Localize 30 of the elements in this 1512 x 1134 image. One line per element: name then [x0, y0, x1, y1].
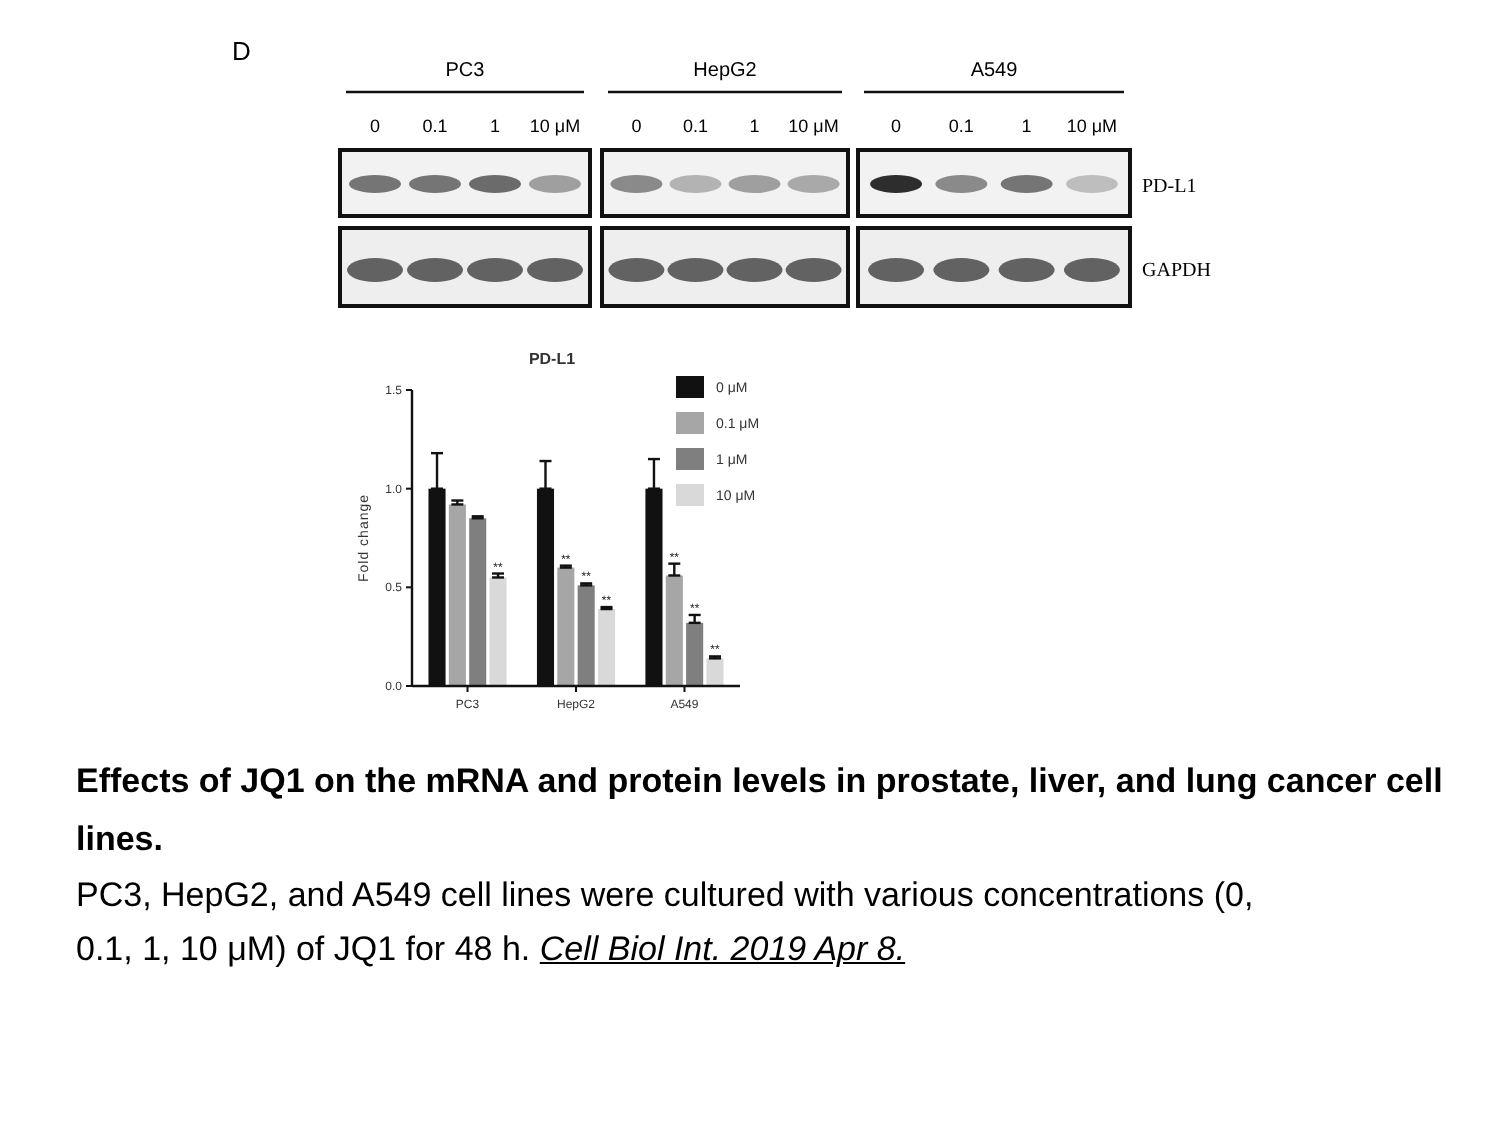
text: 10 μM — [529, 116, 581, 136]
bar — [448, 504, 466, 686]
text: 10 μM — [1066, 116, 1118, 136]
text: 1 — [1021, 116, 1032, 136]
bar — [597, 609, 616, 686]
text: 0.1 — [948, 116, 974, 136]
text: 0.1 — [682, 116, 708, 136]
bar — [469, 518, 487, 686]
bar — [706, 658, 724, 686]
text: 0 — [891, 116, 902, 136]
text: HepG2 — [693, 60, 758, 82]
bar — [557, 567, 575, 686]
chart-title: PD-L1 — [528, 350, 577, 368]
text: 0.1 — [422, 116, 448, 136]
text: 1 — [749, 116, 760, 136]
bar — [489, 577, 507, 686]
text: 0 — [631, 116, 642, 136]
bar — [577, 585, 595, 686]
text: PC3 — [445, 60, 486, 82]
bar — [686, 622, 704, 686]
text: Cell Biol Int. 2019 Apr 8. — [539, 930, 906, 968]
text: PD-L1 — [1142, 176, 1197, 198]
text: 0 — [369, 116, 381, 136]
text: D — [232, 36, 251, 66]
text: Effects of JQ1 on the mRNA and protein levels in prostate, liver, and lung cancer cell lines. — [76, 760, 1445, 862]
text: 1 — [489, 116, 501, 136]
bar — [665, 575, 683, 686]
text: GAPDH — [1142, 260, 1211, 282]
text: A549 — [970, 60, 1019, 82]
text: 10 μM — [788, 116, 839, 136]
